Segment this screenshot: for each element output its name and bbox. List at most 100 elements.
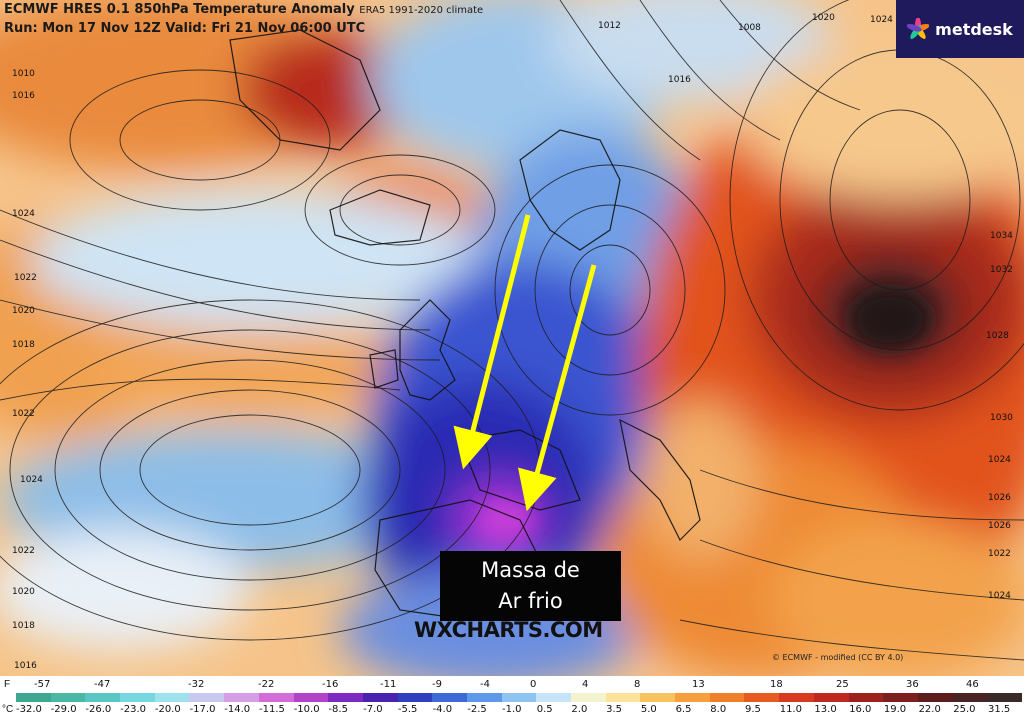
isobar-label: 1034 (990, 231, 1013, 241)
isobar-label: 1016 (14, 661, 37, 671)
isobar-label: 1022 (12, 546, 35, 556)
legend-c-label: 9.5 (745, 704, 761, 715)
isobar-label: 1018 (12, 621, 35, 631)
legend-swatch (16, 693, 51, 702)
legend-c-label: -8.5 (328, 704, 348, 715)
legend-f-label: 46 (966, 679, 979, 690)
legend-f-label: -57 (34, 679, 51, 690)
legend-c-label: -14.0 (224, 704, 251, 715)
legend-f-label: 4 (582, 679, 589, 690)
legend-f-label: -32 (188, 679, 205, 690)
isobar-label: 1022 (14, 273, 37, 283)
isobar-label: 1010 (12, 69, 35, 79)
isobar-label: 1022 (988, 549, 1011, 559)
legend-swatch (397, 693, 433, 702)
legend-f-label: 36 (906, 679, 919, 690)
legend-c-label: 5.0 (640, 704, 657, 715)
legend-f-label: 18 (770, 679, 783, 690)
legend-swatch (432, 693, 467, 702)
legend-swatch (744, 693, 780, 702)
legend-swatch (848, 693, 884, 702)
cold-air-arrow-2 (517, 264, 597, 512)
legend-swatch (154, 693, 190, 702)
callout-line-1: Massa de (481, 558, 580, 582)
isobar-label: 1012 (598, 21, 621, 31)
temperature-legend: F -57 -47 -32 -22 -16 -11 -9 -4 0 4 8 13 18 25 36 46 °C… (0, 676, 1024, 716)
isobar-label: 1022 (12, 409, 35, 419)
isobar-label: 1024 (988, 591, 1011, 601)
legend-swatch (120, 693, 155, 702)
legend-unit-c: °C (2, 704, 14, 715)
legend-swatch (883, 693, 918, 702)
legend-swatch (189, 693, 225, 702)
legend-swatch (571, 693, 606, 702)
legend-f-label: 25 (836, 679, 849, 690)
legend-c-label: 2.0 (571, 704, 588, 715)
isobar-label: 1026 (988, 493, 1011, 503)
legend-c-label: -26.0 (85, 704, 112, 715)
legend-f-label: -47 (94, 679, 111, 690)
ecmwf-credit: © ECMWF - modified (CC BY 4.0) (772, 653, 904, 662)
legend-swatch (675, 693, 710, 702)
legend-c-label: 25.0 (953, 704, 976, 715)
legend-swatch (466, 693, 502, 702)
legend-swatch (85, 693, 121, 702)
isobar-label: 1020 (812, 13, 835, 23)
legend-f-label: -22 (258, 679, 275, 690)
legend-c-label: -20.0 (154, 704, 181, 715)
legend-swatch (917, 693, 953, 702)
legend-swatch (779, 693, 814, 702)
legend-c-label: 11.0 (779, 704, 802, 715)
legend-c-label: 0.5 (536, 704, 553, 715)
wxcharts-watermark: WXCHARTS.COM (414, 618, 603, 642)
legend-c-label: -5.5 (397, 704, 418, 715)
logo-text: metdesk (935, 19, 1013, 39)
legend-swatch (640, 693, 676, 702)
legend-f-label: 8 (634, 679, 641, 690)
legend-f-label: 13 (692, 679, 705, 690)
legend-swatch (501, 693, 537, 702)
legend-f-label: -9 (432, 679, 442, 690)
legend-unit-f: F (4, 679, 11, 690)
legend-c-label: -2.5 (467, 704, 487, 715)
legend-c-label: 22.0 (918, 704, 941, 715)
legend-c-label: -23.0 (120, 704, 147, 715)
isobar-label: 1016 (12, 91, 35, 101)
legend-c-label: -29.0 (50, 704, 77, 715)
legend-c-label: 6.5 (675, 704, 692, 715)
isobar-label: 1030 (990, 413, 1013, 423)
pinwheel-icon (907, 18, 930, 39)
legend-c-label: 16.0 (849, 704, 872, 715)
isobar-label: 1024 (20, 475, 43, 485)
legend-c-label: -17.0 (189, 704, 216, 715)
legend-f-label: 0 (530, 679, 537, 690)
legend-c-label: 13.0 (814, 704, 837, 715)
map-title-climate: ERA5 1991-2020 climate (359, 5, 484, 16)
legend-swatch (987, 693, 1022, 702)
legend-f-label: -16 (322, 679, 339, 690)
legend-swatch (709, 693, 745, 702)
legend-swatch (536, 693, 571, 702)
legend-swatch (605, 693, 641, 702)
isobar-label: 1028 (986, 331, 1009, 341)
legend-c-label: 31.5 (988, 704, 1011, 715)
legend-swatch (328, 693, 363, 702)
legend-c-label: 8.0 (710, 704, 727, 715)
legend-swatch (50, 693, 86, 702)
run-valid-line: Run: Mon 17 Nov 12Z Valid: Fri 21 Nov 06… (4, 21, 366, 36)
legend-swatch (224, 693, 259, 702)
legend-swatch (362, 693, 398, 702)
isobar-label: 1018 (12, 340, 35, 350)
map-title-main: ECMWF HRES 0.1 850hPa Temperature Anomal… (4, 2, 355, 17)
cold-air-mass-label: Massa de Ar frio (440, 551, 621, 621)
legend-c-label: 3.5 (606, 704, 623, 715)
isobar-label: 1024 (12, 209, 35, 219)
isobar-label: 1024 (870, 15, 893, 25)
legend-colorbar (16, 693, 1022, 702)
isobar-label: 1026 (988, 521, 1011, 531)
map-title: ECMWF HRES 0.1 850hPa Temperature Anomal… (4, 2, 483, 17)
legend-c-label: 19.0 (883, 704, 907, 715)
legend-swatch (293, 693, 329, 702)
isobar-label: 1016 (668, 75, 691, 85)
legend-c-label: -11.5 (259, 704, 285, 715)
